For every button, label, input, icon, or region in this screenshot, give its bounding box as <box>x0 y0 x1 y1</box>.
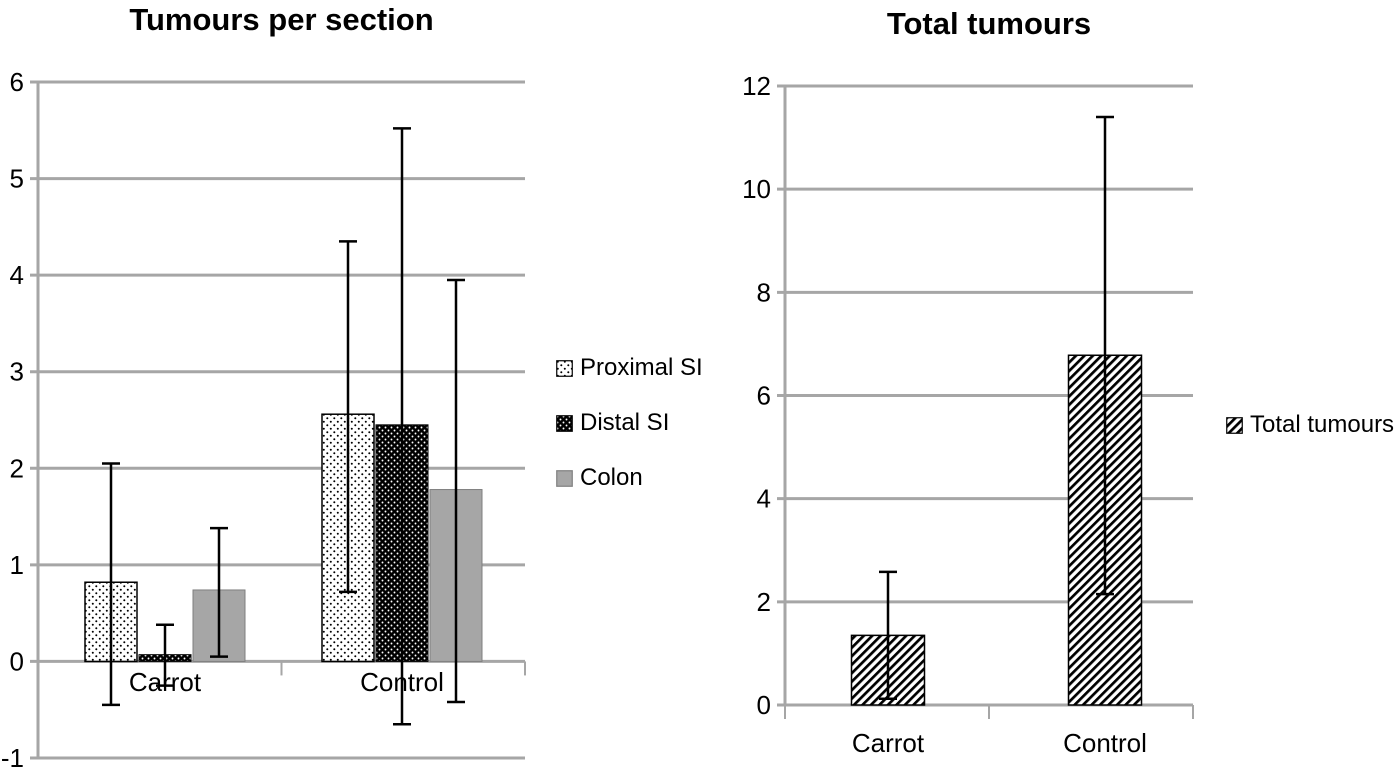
chart-plot-area: 0 2 4 6 8 10 12 Carrot Control <box>742 71 1194 758</box>
y-tick-label: 6 <box>10 67 24 97</box>
y-tick-label: 10 <box>742 174 771 204</box>
y-tick-label: 0 <box>757 690 771 720</box>
legend-item: Colon <box>556 464 703 492</box>
legend-label: Total tumours <box>1250 411 1395 438</box>
chart-title: Tumours per section <box>129 2 434 37</box>
legend-swatch-icon <box>556 469 573 487</box>
chart-title: Total tumours <box>886 6 1092 41</box>
y-tick-label: 5 <box>10 164 24 194</box>
legend-item: Proximal SI <box>556 354 703 382</box>
y-tick-label: 0 <box>10 646 24 676</box>
y-tick-label: 2 <box>757 587 771 617</box>
y-tick-label: -1 <box>1 743 24 768</box>
y-tick-label: 1 <box>10 550 24 580</box>
legend-label: Distal SI <box>580 409 670 436</box>
y-tick-label: 12 <box>742 71 771 101</box>
legend-swatch-icon <box>556 359 573 377</box>
legend-label: Colon <box>580 464 643 491</box>
legend-label: Proximal SI <box>580 354 703 381</box>
x-category-label: Carrot <box>852 728 925 758</box>
legend-swatch-icon <box>556 414 573 432</box>
chart-legend: Proximal SI Distal SI Colon <box>556 354 703 492</box>
x-category-label: Control <box>1063 728 1147 758</box>
y-tick-label: 4 <box>757 484 771 514</box>
y-tick-label: 6 <box>757 381 771 411</box>
chart-legend: Total tumours <box>1226 411 1394 439</box>
legend-swatch-icon <box>1226 416 1243 434</box>
y-tick-label: 2 <box>10 453 24 483</box>
legend-item: Distal SI <box>556 409 703 437</box>
legend-item: Total tumours <box>1226 411 1394 439</box>
y-tick-label: 3 <box>10 357 24 387</box>
y-tick-label: 4 <box>10 260 24 290</box>
y-tick-label: 8 <box>757 277 771 307</box>
